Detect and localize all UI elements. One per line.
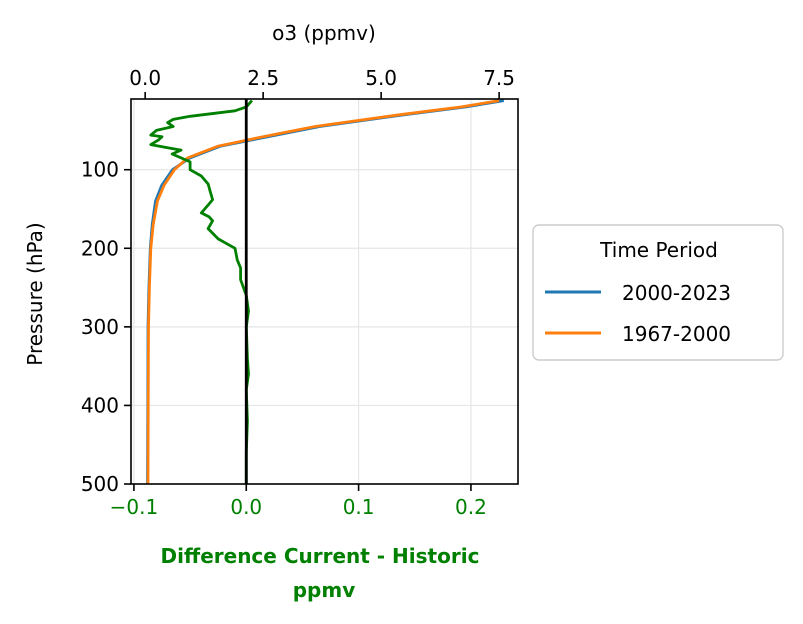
- bottom-axis-unit: ppmv: [293, 578, 356, 602]
- bottom-tick-label: 0.2: [455, 495, 487, 519]
- legend-box: [532, 224, 784, 361]
- y-tick-label: 500: [81, 472, 119, 496]
- legend-label-1967-2000: 1967-2000: [622, 322, 731, 346]
- bottom-axis-title: Difference Current - Historic: [161, 544, 480, 568]
- legend-label-2000-2023: 2000-2023: [622, 281, 731, 305]
- bottom-tick-label: 0.1: [343, 495, 375, 519]
- series-line-2000-2023: [146, 99, 505, 485]
- series-layer: [146, 99, 505, 485]
- y-tick-label: 400: [81, 393, 119, 417]
- bottom-tick-label: −0.1: [110, 495, 159, 519]
- series-line-difference: [149, 99, 253, 484]
- top-axis-title: o3 (ppmv): [272, 21, 376, 45]
- legend-title: Time Period: [599, 238, 718, 262]
- top-tick-label: 7.5: [483, 66, 515, 90]
- y-tick-label: 100: [81, 158, 119, 182]
- plot-frame: [130, 98, 519, 485]
- y-axis-title: Pressure (hPa): [23, 222, 47, 365]
- top-tick-label: 2.5: [247, 66, 279, 90]
- series-line-1967-2000: [146, 99, 500, 485]
- y-tick-label: 300: [81, 315, 119, 339]
- legend: Time Period 2000-2023 1967-2000: [532, 224, 784, 361]
- axis-layer: 100 200 300 400 500−0.1 0.0 0.1 0.2 0.0 2.5 5.0 7.5: [81, 66, 515, 519]
- top-tick-label: 5.0: [365, 66, 397, 90]
- bottom-tick-label: 0.0: [230, 495, 262, 519]
- y-tick-label: 200: [81, 236, 119, 260]
- top-tick-label: 0.0: [129, 66, 161, 90]
